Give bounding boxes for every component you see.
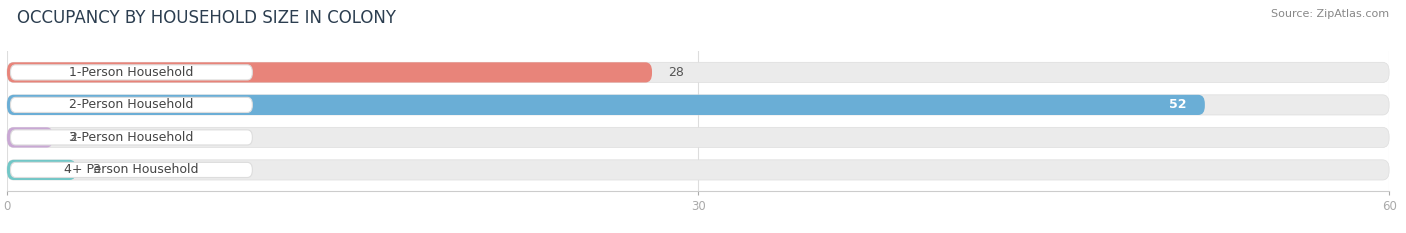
Text: 4+ Person Household: 4+ Person Household [65,163,198,176]
FancyBboxPatch shape [10,97,252,113]
Text: 2: 2 [69,131,77,144]
Text: 3: 3 [93,163,100,176]
FancyBboxPatch shape [7,62,1389,82]
Text: 52: 52 [1168,98,1187,111]
Text: Source: ZipAtlas.com: Source: ZipAtlas.com [1271,9,1389,19]
Text: 3-Person Household: 3-Person Household [69,131,194,144]
Text: OCCUPANCY BY HOUSEHOLD SIZE IN COLONY: OCCUPANCY BY HOUSEHOLD SIZE IN COLONY [17,9,396,27]
FancyBboxPatch shape [7,95,1389,115]
FancyBboxPatch shape [7,62,652,82]
FancyBboxPatch shape [7,127,53,147]
FancyBboxPatch shape [10,162,252,178]
Text: 2-Person Household: 2-Person Household [69,98,194,111]
Text: 1-Person Household: 1-Person Household [69,66,194,79]
FancyBboxPatch shape [7,160,1389,180]
FancyBboxPatch shape [10,130,252,145]
Text: 28: 28 [668,66,683,79]
FancyBboxPatch shape [7,95,1205,115]
FancyBboxPatch shape [7,127,1389,147]
FancyBboxPatch shape [10,65,252,80]
FancyBboxPatch shape [7,160,76,180]
